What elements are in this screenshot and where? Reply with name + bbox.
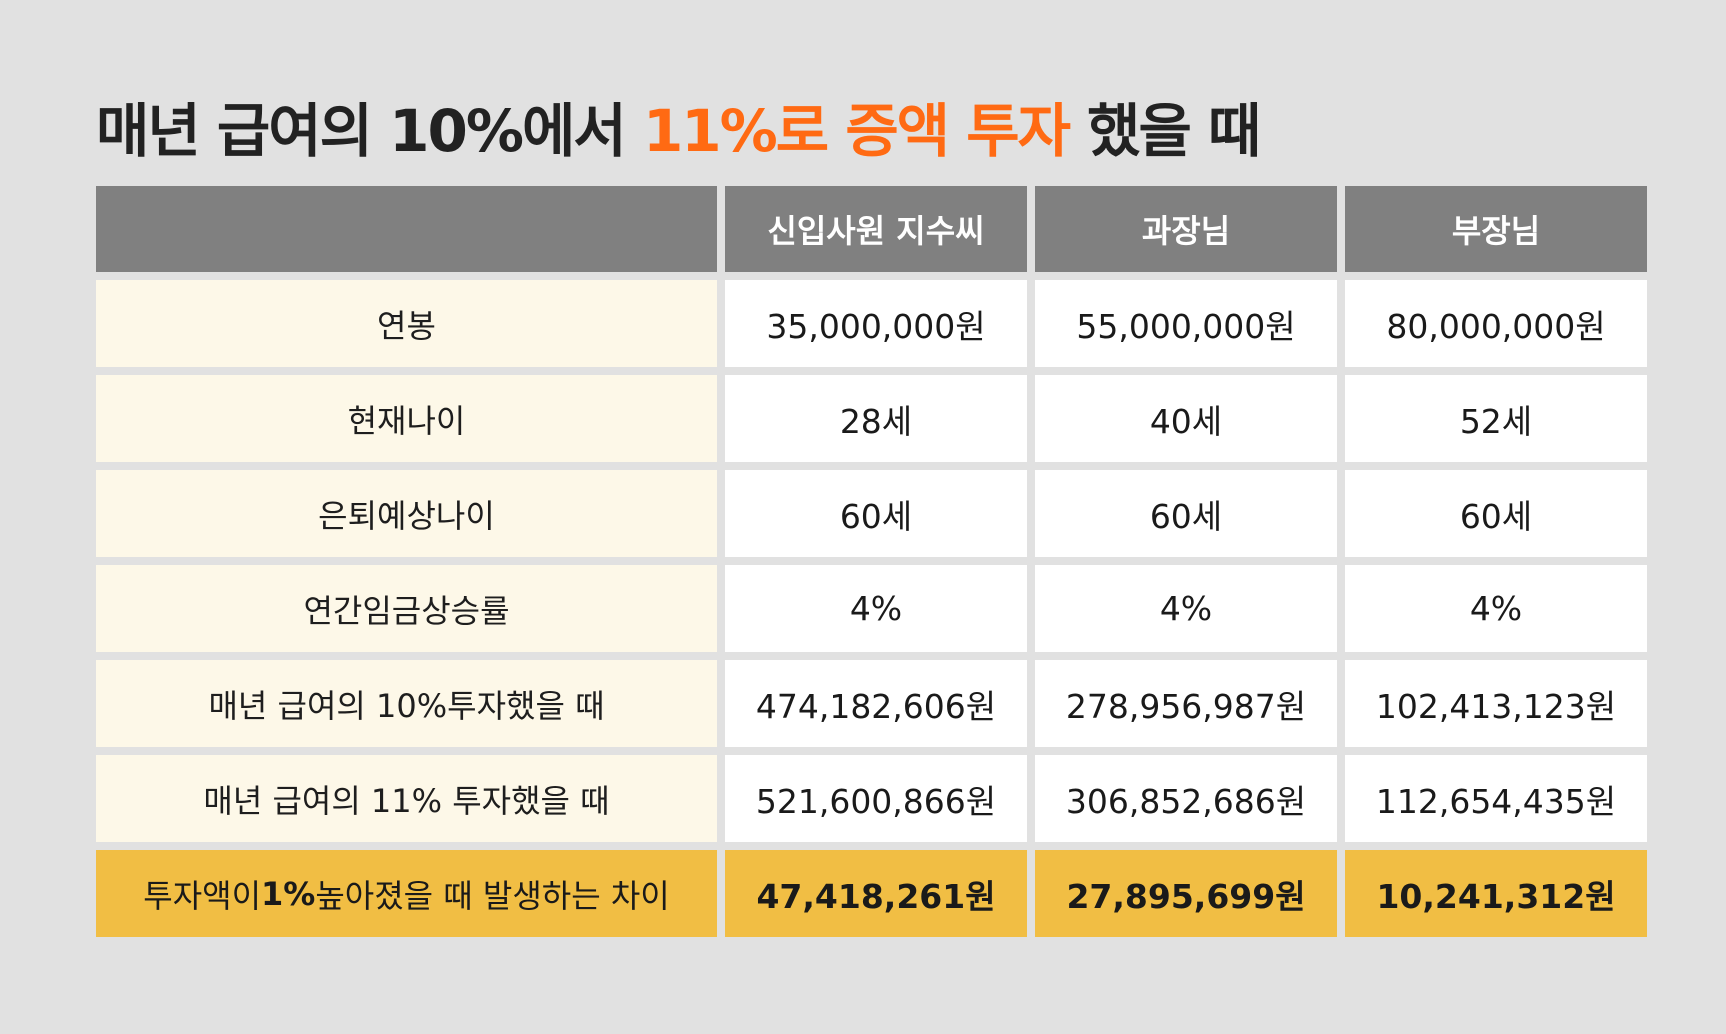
difference-label-bold: 1% [261, 874, 316, 913]
title-prefix: 매년 급여의 10%에서 [96, 97, 643, 165]
header-director: 부장님 [1345, 186, 1647, 272]
table-cell: 52세 [1345, 375, 1647, 462]
difference-label-post: 높아졌을 때 발생하는 차이 [315, 876, 670, 915]
difference-label-pre: 투자액이 [143, 876, 262, 915]
table-cell: 112,654,435원 [1345, 755, 1647, 842]
row-label-invest-11: 매년 급여의 11% 투자했을 때 [96, 755, 717, 842]
row-label-retirement-age: 은퇴예상나이 [96, 470, 717, 557]
table-cell: 28세 [725, 375, 1027, 462]
row-label-current-age: 현재나이 [96, 375, 717, 462]
header-manager: 과장님 [1035, 186, 1337, 272]
title-suffix: 했을 때 [1068, 97, 1261, 165]
table-cell: 60세 [1035, 470, 1337, 557]
table-cell: 306,852,686원 [1035, 755, 1337, 842]
total-cell: 10,241,312원 [1345, 850, 1647, 937]
header-new-employee: 신입사원 지수씨 [725, 186, 1027, 272]
total-cell: 47,418,261원 [725, 850, 1027, 937]
table-cell: 278,956,987원 [1035, 660, 1337, 747]
table-cell: 4% [1345, 565, 1647, 652]
table-cell: 55,000,000원 [1035, 280, 1337, 367]
table-cell: 4% [1035, 565, 1337, 652]
header-empty-cell [96, 186, 717, 272]
table-cell: 102,413,123원 [1345, 660, 1647, 747]
table-cell: 60세 [725, 470, 1027, 557]
comparison-table: 신입사원 지수씨 과장님 부장님 연봉 35,000,000원 55,000,0… [96, 186, 1647, 937]
row-label-invest-10: 매년 급여의 10%투자했을 때 [96, 660, 717, 747]
table-cell: 474,182,606원 [725, 660, 1027, 747]
row-label-difference: 투자액이 1% 높아졌을 때 발생하는 차이 [96, 850, 717, 937]
row-label-wage-growth: 연간임금상승률 [96, 565, 717, 652]
table-cell: 4% [725, 565, 1027, 652]
table-cell: 35,000,000원 [725, 280, 1027, 367]
title-highlight: 11%로 증액 투자 [642, 97, 1071, 165]
row-label-salary: 연봉 [96, 280, 717, 367]
table-cell: 60세 [1345, 470, 1647, 557]
table-cell: 521,600,866원 [725, 755, 1027, 842]
table-cell: 80,000,000원 [1345, 280, 1647, 367]
table-cell: 40세 [1035, 375, 1337, 462]
page-title: 매년 급여의 10%에서 11%로 증액 투자 했을 때 [96, 84, 1261, 168]
total-cell: 27,895,699원 [1035, 850, 1337, 937]
